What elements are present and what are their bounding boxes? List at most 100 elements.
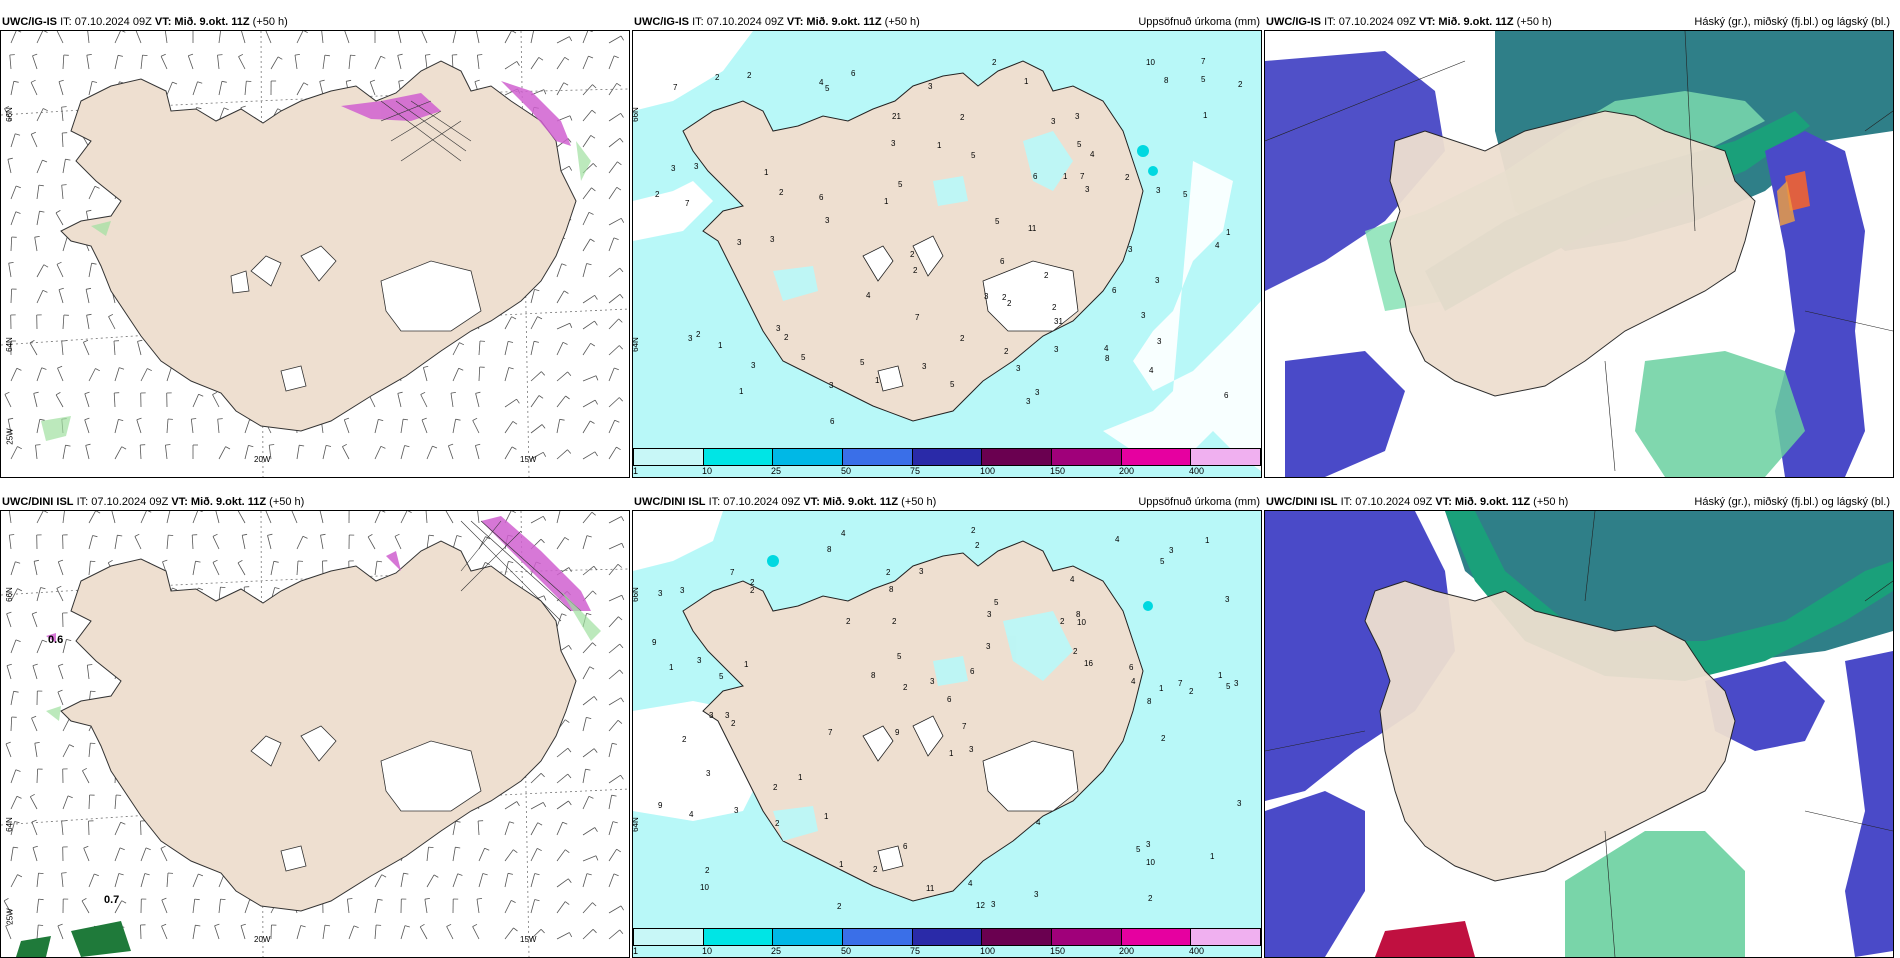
precip-value: 4 — [1070, 575, 1075, 584]
precip-value: 3 — [751, 361, 756, 370]
precip-value: 2 — [773, 783, 778, 792]
precip-value: 1 — [798, 773, 803, 782]
precip-value: 2 — [655, 190, 660, 199]
precip-value: 5 — [897, 652, 902, 661]
lon-label-east: 15W — [520, 455, 536, 464]
map-wind-barbs[interactable] — [0, 510, 630, 958]
precip-value: 3 — [1026, 397, 1031, 406]
precip-value: 5 — [1183, 190, 1188, 199]
precip-value: 2 — [1148, 894, 1153, 903]
precip-value: 3 — [1085, 185, 1090, 194]
precip-value: 3 — [658, 589, 663, 598]
precip-value: 3 — [671, 164, 676, 173]
lat-label-bottom: 64N — [631, 337, 640, 352]
precip-value: 5 — [1226, 682, 1231, 691]
precip-value: 3 — [1035, 388, 1040, 397]
precip-value: 2 — [892, 617, 897, 626]
wind-barb-flag — [62, 821, 67, 822]
precip-value: 3 — [891, 139, 896, 148]
precip-value: 5 — [801, 353, 806, 362]
precip-value: 7 — [1080, 172, 1085, 181]
precip-value: 5 — [1077, 140, 1082, 149]
precip-value: 6 — [1224, 391, 1229, 400]
map-wind-barbs[interactable] — [0, 30, 630, 478]
precip-value: 8 — [1164, 76, 1169, 85]
panel-title: UWC/DINI ISL IT: 07.10.2024 09Z VT: Mið.… — [1266, 496, 1568, 508]
wind-barb-flag — [38, 925, 43, 926]
precip-value: 6 — [903, 842, 908, 851]
precip-value: 2 — [775, 819, 780, 828]
precip-value: 1 — [884, 197, 889, 206]
precip-value: 5 — [825, 84, 830, 93]
precip-value: 1 — [824, 812, 829, 821]
precip-value: 3 — [1016, 364, 1021, 373]
precip-value: 7 — [828, 728, 833, 737]
precip-value: 1 — [1063, 172, 1068, 181]
lon-label-west: 25W — [6, 908, 15, 924]
precip-value: 3 — [930, 677, 935, 686]
precip-value: 8 — [871, 671, 876, 680]
precip-value: 3 — [1054, 345, 1059, 354]
wind-barb-flag — [39, 873, 44, 874]
precip-value: 8 — [1147, 697, 1152, 706]
panel-subtitle: Háský (gr.), miðský (fj.bl.) og lágský (… — [1694, 16, 1890, 28]
precip-value: 2 — [971, 526, 976, 535]
precip-value: 3 — [776, 324, 781, 333]
precip-value: 21 — [892, 112, 901, 121]
precip-value: 4 — [841, 529, 846, 538]
precip-value: 2 — [705, 866, 710, 875]
precip-value: 31 — [1054, 317, 1063, 326]
precip-value: 1 — [937, 141, 942, 150]
wind-barb-flag — [220, 587, 225, 588]
colorbar — [633, 448, 1261, 466]
precip-value: 4 — [1090, 150, 1095, 159]
precip-value: 6 — [1033, 172, 1038, 181]
precip-value: 5 — [995, 217, 1000, 226]
precip-value: 1 — [949, 749, 954, 758]
precip-value: 2 — [903, 683, 908, 692]
precip-value: 11 — [926, 884, 935, 893]
precip-value: 11 — [1028, 224, 1037, 233]
lat-label-bottom: 64N — [631, 817, 640, 832]
precip-value: 1 — [839, 860, 844, 869]
precip-value: 2 — [1004, 347, 1009, 356]
precip-value: 4 — [819, 78, 824, 87]
precip-value: 1 — [1159, 684, 1164, 693]
lat-label-top: 66N — [631, 107, 640, 122]
map-clouds[interactable] — [1264, 30, 1894, 478]
precip-value: 3 — [928, 82, 933, 91]
precip-value: 9 — [895, 728, 900, 737]
precip-value: 10 — [1146, 858, 1155, 867]
precip-value: 3 — [725, 711, 730, 720]
lat-label-top: 66N — [5, 587, 14, 602]
precip-value: 2 — [682, 735, 687, 744]
precip-value: 2 — [975, 541, 980, 550]
wind-barb-flag — [91, 691, 96, 692]
precip-value: 3 — [1146, 840, 1151, 849]
precip-value: 3 — [922, 362, 927, 371]
precip-value: 3 — [1169, 546, 1174, 555]
precip-value: 2 — [747, 71, 752, 80]
precip-value: 16 — [1084, 659, 1093, 668]
precip-value: 2 — [1238, 80, 1243, 89]
panel-title: UWC/IG-IS IT: 07.10.2024 09Z VT: Mið. 9.… — [634, 16, 920, 28]
precip-value: 3 — [688, 334, 693, 343]
panel-title: UWC/DINI ISL IT: 07.10.2024 09Z VT: Mið.… — [634, 496, 936, 508]
lat-label-bottom: 64N — [5, 337, 14, 352]
precip-value: 1 — [764, 168, 769, 177]
map-clouds[interactable] — [1264, 510, 1894, 958]
wind-barb-flag — [350, 55, 355, 56]
wind-barb-flag — [62, 873, 67, 874]
wind-barb-flag — [429, 847, 434, 848]
panel-bottom-middle: UWC/DINI ISL IT: 07.10.2024 09Z VT: Mið.… — [632, 494, 1264, 946]
precip-value: 1 — [739, 387, 744, 396]
wind-barb-flag — [62, 185, 67, 186]
lat-label-top: 66N — [631, 587, 640, 602]
precip-value: 8 — [1076, 610, 1081, 619]
precip-value: 2 — [779, 188, 784, 197]
precip-value: 2 — [846, 617, 851, 626]
panel-title: UWC/DINI ISL IT: 07.10.2024 09Z VT: Mið.… — [2, 496, 304, 508]
precip-value: 3 — [1034, 890, 1039, 899]
